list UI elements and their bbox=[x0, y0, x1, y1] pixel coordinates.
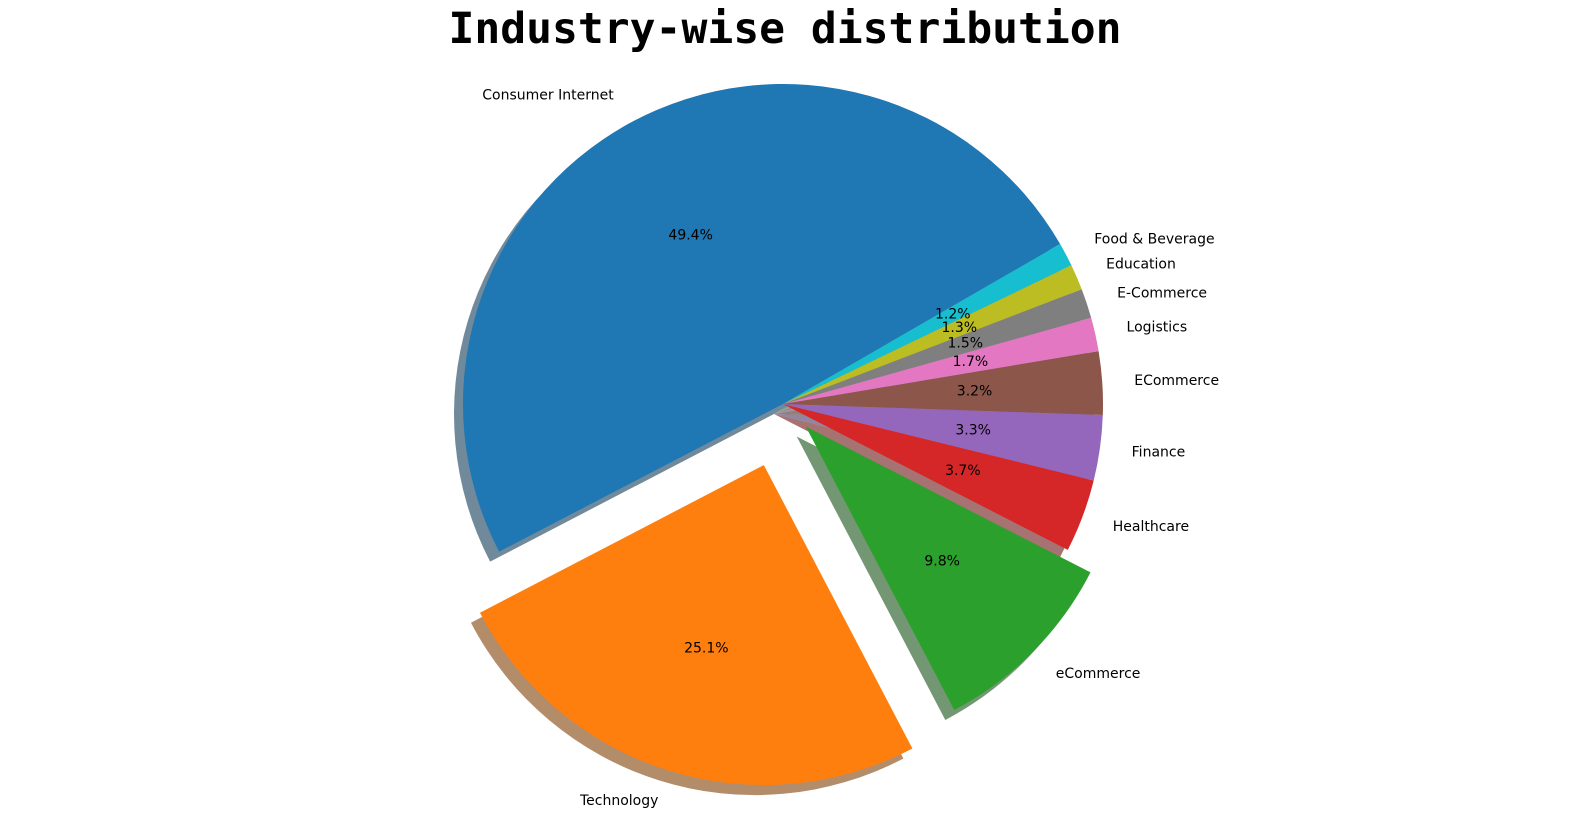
slice-label-logistics: Logistics bbox=[1127, 319, 1188, 335]
slice-labels: Consumer Internet Technology eCommerce Heal… bbox=[482, 87, 1219, 809]
percent-label-ecommerce: 9.8% bbox=[924, 554, 960, 570]
slice-ecommerce bbox=[783, 351, 1103, 416]
percent-label-food-beverage: 1.2% bbox=[935, 306, 971, 322]
slice-label-food-beverage: Food & Beverage bbox=[1094, 232, 1214, 248]
slice-label-healthcare: Healthcare bbox=[1113, 519, 1189, 535]
slice-label-consumer-internet: Consumer Internet bbox=[482, 87, 614, 103]
slice-consumer-internet bbox=[463, 83, 1061, 552]
percent-label-e-commerce: 1.5% bbox=[947, 336, 983, 352]
slice-finance bbox=[783, 404, 1103, 481]
slice-ecommerce bbox=[805, 426, 1091, 710]
percent-label-logistics: 1.7% bbox=[953, 354, 989, 370]
slice-education bbox=[783, 265, 1082, 404]
percent-label-finance: 3.3% bbox=[955, 422, 991, 438]
slice-label-e-commerce: E-Commerce bbox=[1117, 285, 1207, 301]
percent-label-ecommerce: 3.2% bbox=[957, 383, 993, 399]
slice-label-education: Education bbox=[1106, 256, 1176, 272]
percent-labels: 49.4% 25.1% 9.8% 3.7% 3.3% 3.2% 1.7% 1.5%1.3%1.… bbox=[668, 228, 992, 657]
percent-label-technology: 25.1% bbox=[684, 640, 728, 656]
slice-logistics bbox=[783, 317, 1099, 404]
slice-technology bbox=[479, 465, 913, 786]
slice-label-technology: Technology bbox=[579, 793, 658, 809]
chart-title: Industry-wise distribution bbox=[448, 4, 1121, 54]
slice-food-beverage bbox=[783, 244, 1072, 404]
slice-label-ecommerce: ECommerce bbox=[1134, 373, 1219, 389]
slice-label-ecommerce: eCommerce bbox=[1056, 666, 1141, 682]
slice-healthcare bbox=[783, 404, 1094, 550]
percent-label-consumer-internet: 49.4% bbox=[668, 228, 712, 244]
slices bbox=[463, 83, 1103, 786]
percent-label-education: 1.3% bbox=[941, 320, 977, 336]
percent-label-healthcare: 3.7% bbox=[945, 463, 981, 479]
slice-label-finance: Finance bbox=[1132, 444, 1186, 460]
slice-e-commerce bbox=[783, 289, 1092, 404]
